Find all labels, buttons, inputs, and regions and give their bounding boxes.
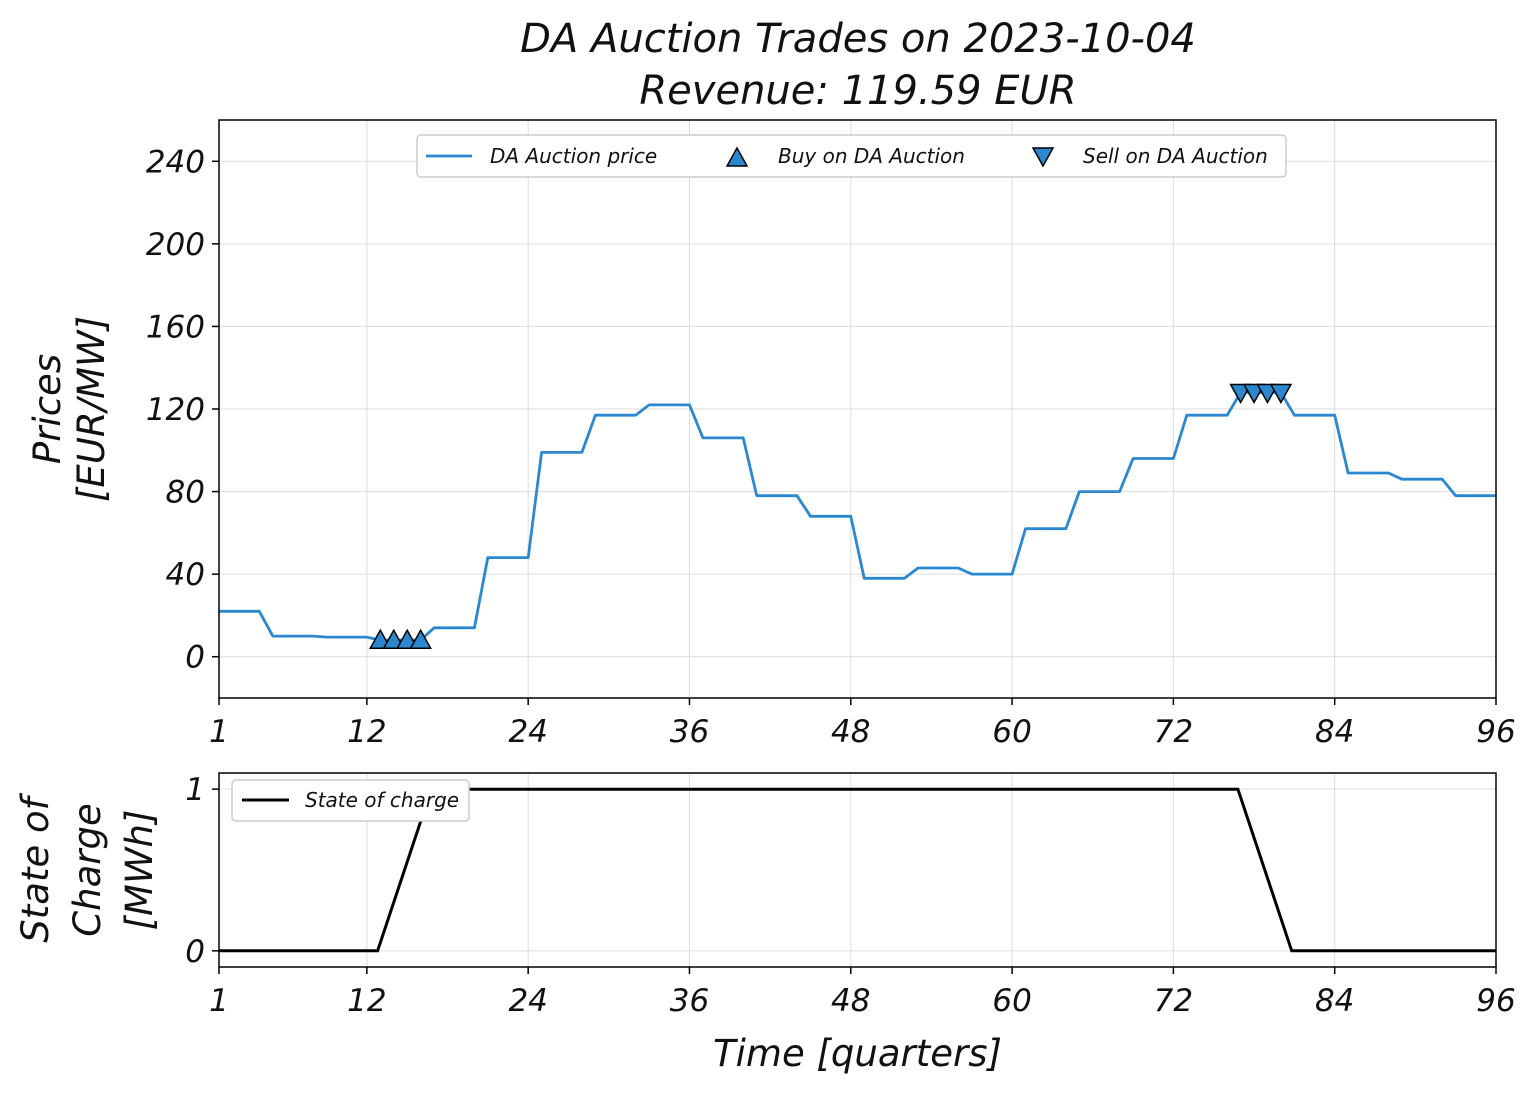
soc-x-tick-label: 72 [1154, 983, 1193, 1019]
soc-x-tick-label: 36 [670, 983, 709, 1019]
legend-buy-label: Buy on DA Auction [778, 144, 965, 168]
soc-y-label-line2: Charge [66, 803, 109, 936]
price-x-tick-label: 84 [1315, 714, 1354, 750]
soc-x-tick-label: 84 [1315, 983, 1354, 1019]
x-axis-label: Time [quarters] [713, 1032, 1002, 1075]
price-y-tick-label: 80 [166, 475, 205, 511]
price-x-tick-label: 60 [992, 714, 1031, 750]
legend-buy-swatch [725, 146, 749, 167]
price-y-tick-label: 120 [146, 392, 205, 428]
soc-y-label-line3: [MWh] [118, 810, 161, 931]
sell-marker [1256, 383, 1279, 405]
legend-sell-label: Sell on DA Auction [1083, 144, 1268, 168]
sell-marker [1269, 383, 1293, 405]
soc-x-tick-label: 12 [347, 983, 386, 1019]
price-x-tick-label: 96 [1476, 714, 1515, 750]
price-y-label-line2: [EUR/MW] [70, 316, 113, 502]
sell-marker [1229, 383, 1252, 405]
price-panel: 1 12 24 36 48 60 72 84 96 0 40 80 120 160 200 240 DA Auc… [26, 119, 1516, 750]
legend-sell-swatch [1031, 147, 1055, 168]
price-legend: DA Auction price Buy on DA Auction Sell on… [416, 134, 1287, 178]
soc-line [219, 787, 1496, 953]
price-x-tick-label: 12 [347, 714, 386, 750]
buy-marker [395, 628, 419, 649]
soc-x-tick-label: 48 [831, 983, 870, 1019]
price-y-label-line1: Prices [26, 354, 69, 464]
price-legend-box [416, 134, 1287, 178]
price-y-tick-label: 160 [146, 309, 205, 345]
soc-x-tick-label: 60 [992, 983, 1031, 1019]
price-y-tick-label: 0 [185, 640, 205, 676]
price-x-tick-label: 48 [831, 714, 870, 750]
buy-marker [382, 628, 406, 649]
price-y-tick-label: 240 [146, 144, 205, 180]
soc-x-tick-label: 1 [209, 983, 229, 1019]
price-x-tick-label: 36 [670, 714, 709, 750]
price-y-tick-label: 40 [166, 557, 205, 593]
legend-price-label: DA Auction price [490, 144, 657, 168]
buy-marker [369, 628, 392, 649]
sell-marker [1242, 383, 1266, 405]
soc-y-label-line1: State of [14, 792, 57, 942]
chart-title-line1: DA Auction Trades on 2023-10-04 [520, 16, 1196, 62]
soc-plot-frame [218, 772, 1497, 968]
soc-x-tick-label: 96 [1476, 983, 1515, 1019]
price-x-tick-label: 1 [209, 714, 229, 750]
price-line [219, 391, 1496, 642]
legend-soc-label: State of charge [305, 788, 459, 812]
price-x-tick-label: 72 [1154, 714, 1193, 750]
soc-y-tick-label: 1 [185, 772, 205, 808]
price-y-label: Prices [EUR/MW] [26, 316, 113, 502]
soc-legend: State of charge [231, 779, 470, 822]
soc-y-tick-label: 0 [185, 934, 205, 970]
soc-legend-box [231, 779, 470, 822]
buy-marker [409, 628, 432, 649]
price-plot-frame [218, 119, 1497, 699]
soc-y-label: State of Charge [MWh] [14, 792, 161, 942]
chart-title-line2: Revenue: 119.59 EUR [639, 68, 1076, 114]
soc-x-tick-label: 24 [508, 983, 547, 1019]
price-y-tick-label: 200 [146, 227, 205, 263]
price-x-tick-label: 24 [508, 714, 547, 750]
